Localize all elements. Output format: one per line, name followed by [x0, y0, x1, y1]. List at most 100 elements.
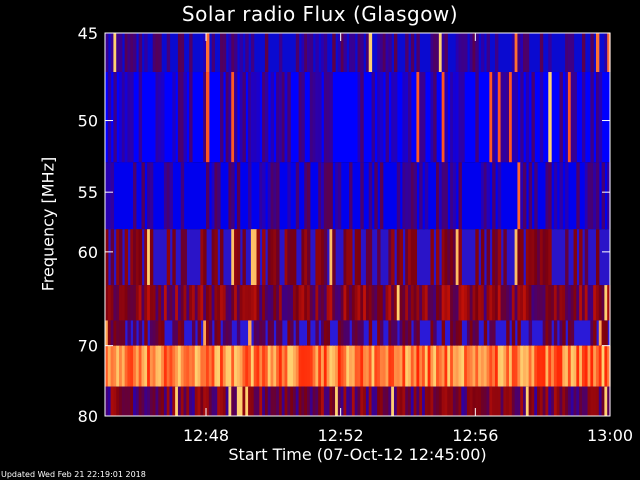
heatmap-cell — [351, 285, 356, 321]
heatmap-cell — [236, 320, 241, 346]
heatmap-cell — [250, 33, 255, 73]
heatmap-cell — [211, 229, 216, 286]
heatmap-cell — [377, 33, 381, 73]
heatmap-cell — [248, 345, 252, 387]
heatmap-cell — [480, 229, 485, 286]
heatmap-cell — [461, 345, 465, 387]
heatmap-cell — [186, 285, 190, 321]
heatmap-cell — [517, 345, 521, 387]
heatmap-cell — [105, 162, 109, 230]
heatmap-cell — [534, 345, 538, 387]
x-tick-label: 13:00 — [587, 426, 633, 445]
heatmap-cell — [149, 345, 154, 387]
heatmap-cell — [553, 386, 558, 416]
heatmap-cell — [116, 229, 120, 286]
heatmap-cell — [598, 386, 603, 416]
heatmap-cell — [211, 33, 216, 73]
heatmap-cell — [357, 320, 361, 346]
heatmap-cell — [374, 345, 378, 387]
heatmap-cell — [581, 72, 586, 163]
heatmap-cell — [396, 285, 401, 321]
heatmap-cell — [169, 386, 173, 416]
heatmap-cell — [287, 285, 291, 321]
heatmap-cell — [346, 229, 350, 286]
heatmap-cell — [360, 320, 364, 346]
heatmap-cell — [447, 229, 451, 286]
heatmap-cell — [579, 229, 583, 286]
heatmap-cell — [452, 386, 457, 416]
heatmap-cell — [455, 320, 460, 346]
heatmap-cell — [191, 285, 196, 321]
heatmap-cell — [567, 72, 572, 163]
heatmap-cell — [323, 386, 328, 416]
heatmap-cell — [452, 229, 457, 286]
heatmap-cell — [107, 386, 112, 416]
heatmap-cell — [349, 386, 353, 416]
heatmap-cell — [248, 162, 252, 230]
heatmap-cell — [388, 285, 392, 321]
heatmap-cell — [511, 33, 516, 73]
heatmap-cell — [346, 320, 350, 346]
heatmap-cell — [385, 285, 389, 321]
heatmap-cell — [217, 320, 221, 346]
heatmap-cell — [486, 33, 490, 73]
heatmap-cell — [405, 229, 409, 286]
heatmap-cell — [133, 229, 137, 286]
heatmap-cell — [152, 345, 157, 387]
heatmap-cell — [155, 33, 159, 73]
heatmap-cell — [340, 386, 345, 416]
heatmap-cell — [124, 33, 129, 73]
heatmap-cell — [570, 345, 575, 387]
heatmap-cell — [419, 72, 423, 163]
heatmap-cell — [267, 162, 272, 230]
heatmap-cell — [416, 33, 420, 73]
heatmap-cell — [472, 345, 476, 387]
heatmap-cell — [565, 285, 569, 321]
heatmap-cell — [295, 285, 300, 321]
heatmap-cell — [509, 72, 513, 163]
heatmap-cell — [270, 386, 274, 416]
heatmap-cell — [427, 285, 432, 321]
heatmap-cell — [276, 229, 280, 286]
heatmap-cell — [113, 33, 117, 73]
heatmap-cell — [354, 229, 359, 286]
heatmap-cell — [191, 386, 196, 416]
heatmap-cell — [408, 229, 412, 286]
heatmap-cell — [113, 285, 117, 321]
heatmap-cell — [318, 285, 322, 321]
heatmap-cell — [239, 345, 244, 387]
heatmap-cell — [368, 386, 373, 416]
heatmap-cell — [590, 72, 594, 163]
heatmap-cell — [562, 320, 566, 346]
heatmap-cell — [601, 162, 605, 230]
heatmap-cell — [354, 285, 359, 321]
heatmap-cell — [542, 320, 547, 346]
heatmap-cell — [553, 345, 558, 387]
heatmap-cell — [264, 345, 269, 387]
heatmap-cell — [413, 285, 418, 321]
heatmap-cell — [315, 285, 319, 321]
heatmap-cell — [121, 345, 126, 387]
heatmap-cell — [180, 320, 185, 346]
heatmap-cell — [593, 345, 597, 387]
y-tick-label: 60 — [78, 243, 98, 262]
heatmap-cell — [220, 72, 224, 163]
heatmap-cell — [525, 285, 530, 321]
heatmap-cell — [410, 229, 415, 286]
heatmap-cell — [562, 285, 566, 321]
heatmap-cell — [295, 33, 300, 73]
heatmap-cell — [525, 229, 530, 286]
heatmap-cell — [304, 345, 308, 387]
heatmap-cell — [492, 345, 496, 387]
heatmap-cell — [590, 386, 594, 416]
heatmap-cell — [478, 386, 482, 416]
heatmap-cell — [492, 386, 496, 416]
heatmap-cell — [382, 33, 387, 73]
heatmap-cell — [133, 285, 137, 321]
heatmap-cell — [262, 72, 266, 163]
heatmap-cell — [138, 320, 143, 346]
heatmap-cell — [379, 386, 384, 416]
heatmap-cell — [346, 386, 350, 416]
heatmap-cell — [455, 345, 460, 387]
heatmap-cell — [278, 72, 283, 163]
